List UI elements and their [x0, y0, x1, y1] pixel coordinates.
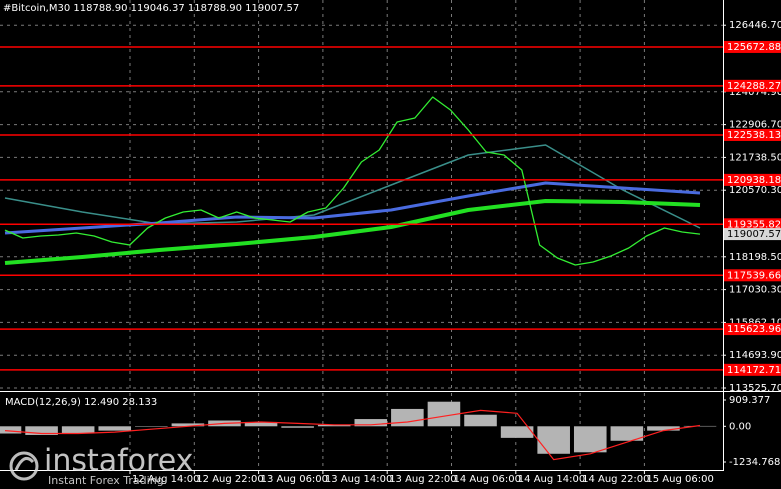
level-label: 125672.88	[727, 42, 781, 53]
macd-bar	[317, 424, 351, 427]
level-label-box	[724, 363, 781, 376]
level-label: 122538.13	[727, 130, 781, 141]
macd-bar	[98, 426, 132, 431]
watermark-logo	[14, 456, 35, 471]
current-price-box	[724, 228, 781, 241]
macd-bar	[281, 426, 314, 428]
x-tick-label: 12 Aug 22:00	[196, 474, 263, 485]
x-tick-label: 13 Aug 14:00	[325, 474, 392, 485]
macd-bar	[647, 426, 680, 431]
y-tick-label: 117030.30	[729, 285, 781, 296]
watermark: instaforex Instant Forex Trading	[9, 444, 193, 487]
macd-bar	[25, 426, 58, 435]
macd-bar	[391, 408, 424, 427]
watermark-brand: instaforex	[44, 444, 193, 479]
x-tick-label: 13 Aug 22:00	[389, 474, 456, 485]
x-tick-label: 15 Aug 06:00	[646, 474, 713, 485]
x-tick-label: 14 Aug 06:00	[454, 474, 521, 485]
y-tick-label: 120570.30	[729, 185, 781, 196]
y-tick-label: 126446.70	[729, 20, 781, 31]
level-label-box	[724, 269, 781, 282]
watermark-logo	[9, 451, 39, 481]
level-label-box	[724, 79, 781, 92]
level-label-box	[724, 173, 781, 186]
macd-bar	[354, 419, 388, 427]
y-tick-label: 115862.10	[729, 317, 781, 328]
macd-bar	[464, 414, 497, 427]
x-tick-label: 14 Aug 14:00	[518, 474, 585, 485]
macd-bar	[244, 421, 278, 427]
x-tick-label: 12 Aug 14:00	[132, 474, 199, 485]
price-line	[4, 96, 701, 266]
level-label-box	[724, 40, 781, 53]
level-label: 120938.18	[727, 175, 781, 186]
y-tick-label: 909.377	[729, 395, 770, 406]
price-line	[4, 144, 701, 229]
macd-bar	[573, 426, 607, 453]
macd-bar	[0, 426, 22, 434]
level-label: 114172.71	[727, 365, 781, 376]
level-label: 119355.82	[727, 219, 781, 230]
macd-bar	[683, 425, 717, 427]
macd-bar	[610, 426, 644, 441]
current-price-label: 119007.57	[727, 229, 781, 240]
level-label-box	[724, 323, 781, 336]
macd-bar	[135, 426, 168, 427]
y-tick-label: 118198.50	[729, 252, 781, 263]
y-tick-label: 0.00	[729, 421, 751, 432]
y-tick-label: 121738.50	[729, 152, 781, 163]
level-label: 115623.96	[727, 324, 781, 335]
y-tick-label: 113525.70	[729, 383, 781, 394]
macd-title: MACD(12,26,9) 12.490 28.133	[5, 397, 157, 408]
x-tick-label: 14 Aug 22:00	[582, 474, 649, 485]
price-line	[4, 181, 701, 235]
macd-bar	[61, 426, 95, 434]
level-label: 124288.27	[727, 81, 781, 92]
y-tick-label: 124074.90	[729, 87, 781, 98]
level-label-box	[724, 128, 781, 141]
x-tick-label: 13 Aug 06:00	[261, 474, 328, 485]
price-line	[4, 199, 701, 265]
level-label-box	[724, 218, 781, 231]
y-tick-label: -1234.768	[729, 457, 780, 468]
level-label: 117539.66	[727, 270, 781, 281]
macd-bar	[537, 426, 570, 454]
y-tick-label: 122906.70	[729, 120, 781, 131]
macd-bar	[171, 423, 205, 427]
y-tick-label: 114693.90	[729, 350, 781, 361]
signal-line	[4, 409, 701, 461]
macd-bar	[500, 426, 534, 438]
chart-title: #Bitcoin,M30 118788.90 119046.37 118788.…	[3, 3, 299, 14]
watermark-tagline: Instant Forex Trading	[48, 474, 164, 487]
